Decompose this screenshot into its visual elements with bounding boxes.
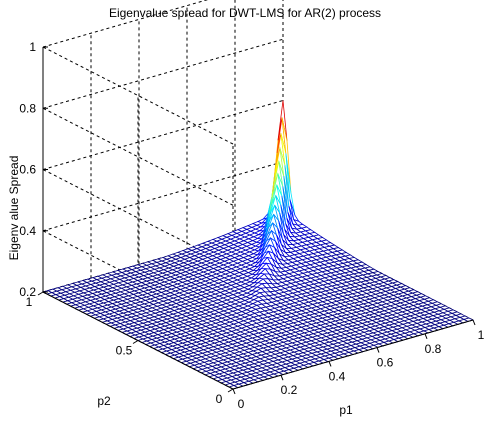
x-axis-label: p1 — [339, 403, 353, 417]
x-tick-label: 0.6 — [377, 356, 394, 370]
x-tick-mark — [328, 361, 332, 367]
x-tick-mark — [472, 319, 476, 326]
x-tick-label: 0 — [238, 397, 245, 411]
x-tick-mark — [280, 375, 284, 381]
chart-title: Eigenvalue spread for DWT-LMS for AR(2) … — [109, 6, 381, 20]
x-tick-label: 0.4 — [329, 369, 346, 383]
x-tick-mark — [376, 347, 380, 353]
z-tick-label: 0.2 — [19, 285, 36, 299]
y-tick-mark — [227, 388, 234, 393]
x-tick-mark — [424, 333, 428, 339]
z-axis-label: Eigenv alue Spread — [7, 156, 21, 261]
x-tick-label: 0.2 — [281, 383, 298, 397]
y-tick-label: 0.5 — [116, 344, 133, 358]
surface-layer — [41, 100, 475, 390]
y-tick-mark — [37, 291, 44, 296]
wall-grid-z-back — [42, 100, 284, 170]
z-tick-label: 0.4 — [19, 224, 36, 238]
wall-grid-z-back — [42, 38, 284, 109]
x-tick-label: 1 — [478, 328, 485, 342]
x-tick-label: 0.8 — [425, 342, 442, 356]
y-tick-mark — [132, 340, 139, 344]
y-tick-label: 0 — [216, 392, 223, 406]
z-tick-label: 1 — [29, 40, 36, 54]
wall-grid-z-back — [42, 161, 284, 232]
axes-layer — [37, 46, 476, 395]
x-axis-line — [232, 319, 474, 390]
z-tick-label: 0.6 — [19, 163, 36, 177]
z-tick-label: 0.8 — [19, 101, 36, 115]
x-tick-mark — [232, 388, 236, 395]
y-tick-label: 1 — [26, 295, 33, 309]
y-axis-label: p2 — [97, 394, 111, 408]
